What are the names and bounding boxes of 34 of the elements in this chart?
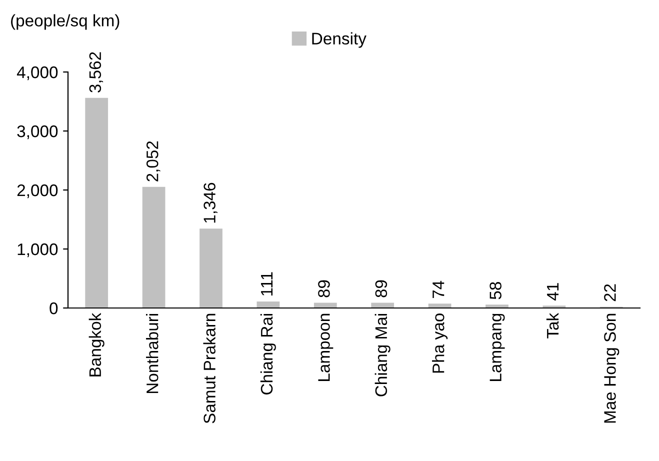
x-tick-label: Mae Hong Son	[604, 314, 620, 423]
bar	[428, 304, 452, 308]
y-tick-label: 4,000	[16, 66, 58, 80]
bar	[256, 301, 280, 308]
data-label: 2,052	[146, 141, 160, 182]
data-label: 89	[318, 280, 330, 298]
x-tick-label: Lampoon	[318, 314, 334, 381]
data-label: 111	[261, 272, 273, 296]
y-tick-label: 1,000	[18, 243, 58, 258]
x-tick-label: Nonthaburi	[146, 314, 158, 394]
bar	[200, 228, 222, 308]
y-tick-label: 0	[50, 302, 58, 314]
data-label: 89	[375, 280, 388, 298]
data-label: 22	[604, 284, 616, 302]
y-axis-title: (people/sq km)	[11, 14, 120, 30]
bar	[371, 302, 394, 308]
x-tick-label: Tak	[546, 312, 559, 338]
x-tick-label: Pha yao	[432, 314, 448, 373]
legend-label: Density	[312, 32, 366, 48]
data-label: 58	[490, 282, 502, 300]
x-tick-label: Chiang Rai	[260, 314, 276, 394]
data-label: 3,562	[89, 52, 104, 92]
y-tick-label: 2,000	[17, 184, 58, 198]
x-tick-label: Lampang	[490, 314, 505, 381]
x-tick-label: Samut Prakarn	[203, 314, 216, 424]
y-tick-label: 3,000	[17, 125, 58, 140]
bar	[142, 186, 166, 308]
data-label: 74	[432, 280, 444, 298]
bar	[85, 98, 108, 308]
data-label: 1,346	[204, 182, 218, 223]
bar	[314, 302, 337, 308]
x-tick-label: Chiang Mai	[374, 314, 390, 396]
data-label: 41	[547, 283, 559, 300]
x-tick-label: Bangkok	[88, 312, 104, 376]
